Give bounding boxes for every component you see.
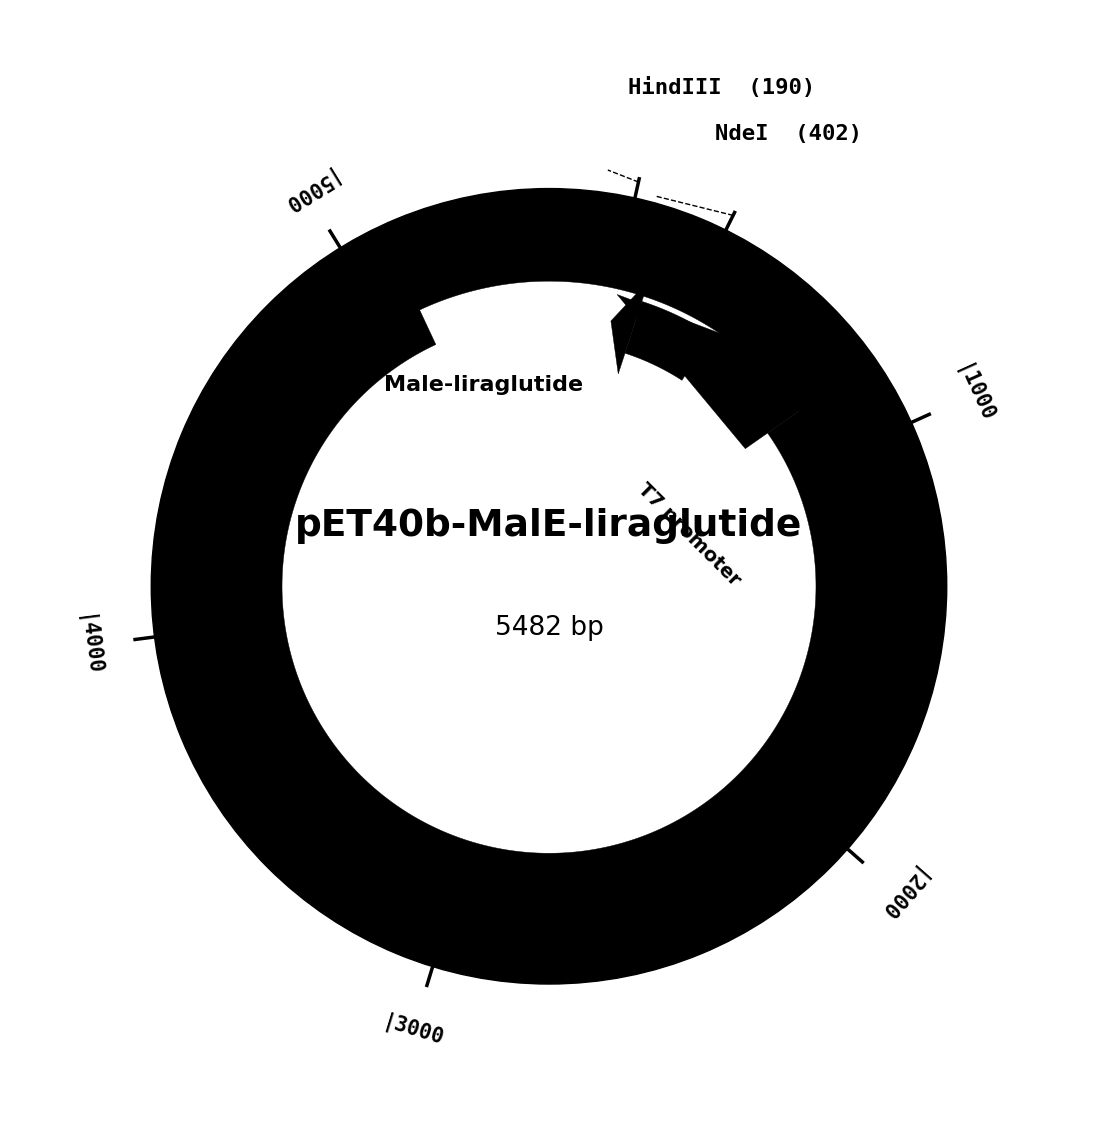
Text: |4000: |4000 (74, 613, 102, 679)
Text: 5482 bp: 5482 bp (494, 614, 604, 640)
Text: |3000: |3000 (380, 1012, 446, 1050)
Text: |5000: |5000 (272, 165, 337, 216)
Polygon shape (617, 295, 843, 448)
Polygon shape (625, 301, 712, 380)
Polygon shape (248, 739, 414, 933)
Text: HindIII  (190): HindIII (190) (628, 77, 815, 98)
Text: |2000: |2000 (870, 863, 927, 925)
Polygon shape (677, 821, 766, 916)
Text: Male-liraglutide: Male-liraglutide (384, 375, 583, 395)
Text: NdeI  (402): NdeI (402) (715, 124, 862, 145)
Wedge shape (152, 189, 946, 984)
Text: T7 promoter: T7 promoter (634, 480, 744, 589)
Polygon shape (717, 434, 919, 895)
Polygon shape (610, 281, 649, 374)
Text: |1000: |1000 (951, 361, 996, 428)
Text: pET40b-MalE-liraglutide: pET40b-MalE-liraglutide (295, 508, 803, 544)
Polygon shape (216, 286, 882, 919)
Polygon shape (294, 216, 919, 956)
